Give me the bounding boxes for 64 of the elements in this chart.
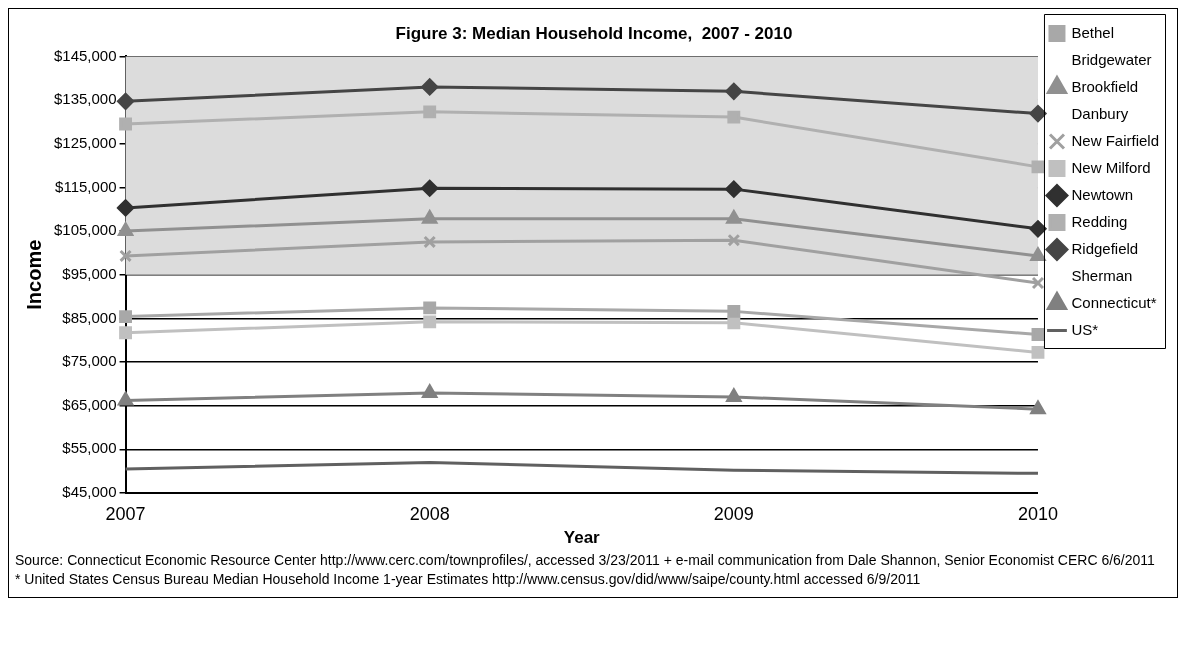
x-axis-title: Year bbox=[563, 528, 601, 548]
point bbox=[1029, 220, 1047, 238]
point bbox=[118, 222, 134, 237]
legend-label: Bethel bbox=[1071, 23, 1115, 41]
y-tick-label: $125,000 bbox=[53, 133, 117, 151]
point bbox=[1031, 276, 1045, 290]
x-tick-label: 2010 bbox=[1017, 503, 1058, 524]
point bbox=[1031, 345, 1045, 359]
y-tick-label: $55,000 bbox=[62, 439, 117, 457]
point bbox=[118, 391, 134, 406]
point bbox=[727, 233, 741, 247]
y-axis-title: Income bbox=[22, 239, 45, 310]
y-tick-label: $65,000 bbox=[62, 395, 117, 413]
point bbox=[119, 249, 133, 263]
point bbox=[1030, 400, 1046, 415]
legend-label: New Milford bbox=[1071, 158, 1151, 176]
point bbox=[119, 326, 133, 340]
point bbox=[421, 78, 439, 96]
y-tick-label: $115,000 bbox=[55, 177, 117, 195]
point bbox=[727, 304, 741, 318]
source-note: Source: Connecticut Economic Resource Center http://www.cerc.com/townprofiles/, accessed 3/23/2011 + e-mail communication from Dale Shannon, Senior Economist CERC 6/6/2011 bbox=[15, 551, 1156, 570]
legend-label: Redding bbox=[1071, 212, 1128, 230]
text: Sherman bbox=[1071, 266, 1133, 284]
text: Danbury bbox=[1071, 104, 1129, 122]
point bbox=[117, 199, 135, 217]
point bbox=[726, 388, 742, 402]
point bbox=[726, 210, 742, 224]
point bbox=[117, 92, 135, 110]
y-tick-label: $105,000 bbox=[53, 221, 117, 239]
legend-label: Connecticut* bbox=[1071, 293, 1157, 311]
point bbox=[119, 117, 133, 131]
point bbox=[422, 384, 438, 399]
legend-label: US* bbox=[1071, 320, 1099, 338]
text: Bridgewater bbox=[1071, 50, 1152, 68]
point bbox=[725, 82, 743, 100]
point bbox=[727, 110, 741, 124]
chart-title: Figure 3: Median Household Income, 2007 - 2010 bbox=[395, 23, 793, 43]
legend-label: Ridgefield bbox=[1071, 239, 1139, 257]
point bbox=[423, 315, 437, 329]
point bbox=[727, 316, 741, 330]
y-tick-label: $85,000 bbox=[62, 308, 117, 326]
x-tick-label: 2009 bbox=[713, 503, 754, 524]
text: * United States Census Bureau Median Household Income 1-year Estimates http://www.census.gov/did/www/saipe/county.html accessed 6/9/2011 bbox=[15, 570, 922, 589]
point bbox=[1029, 105, 1047, 123]
point bbox=[423, 235, 437, 249]
point bbox=[422, 210, 438, 224]
legend-label: Newtown bbox=[1071, 185, 1134, 203]
point bbox=[421, 179, 439, 197]
x-tick-label: 2007 bbox=[105, 503, 146, 524]
point bbox=[1030, 247, 1046, 261]
y-tick-label: $135,000 bbox=[53, 90, 117, 108]
point bbox=[1031, 160, 1045, 174]
x-tick-label: 2008 bbox=[409, 503, 450, 524]
point bbox=[423, 105, 437, 119]
point bbox=[725, 180, 743, 198]
legend-label: New Fairfield bbox=[1071, 131, 1160, 149]
point bbox=[119, 310, 133, 324]
y-tick-label: $95,000 bbox=[62, 264, 117, 282]
point bbox=[423, 301, 437, 315]
y-tick-label: $75,000 bbox=[62, 352, 117, 370]
y-tick-label: $145,000 bbox=[53, 46, 117, 64]
point bbox=[1031, 328, 1045, 341]
legend-label: Brookfield bbox=[1071, 77, 1139, 95]
y-tick-label: $45,000 bbox=[62, 483, 117, 501]
